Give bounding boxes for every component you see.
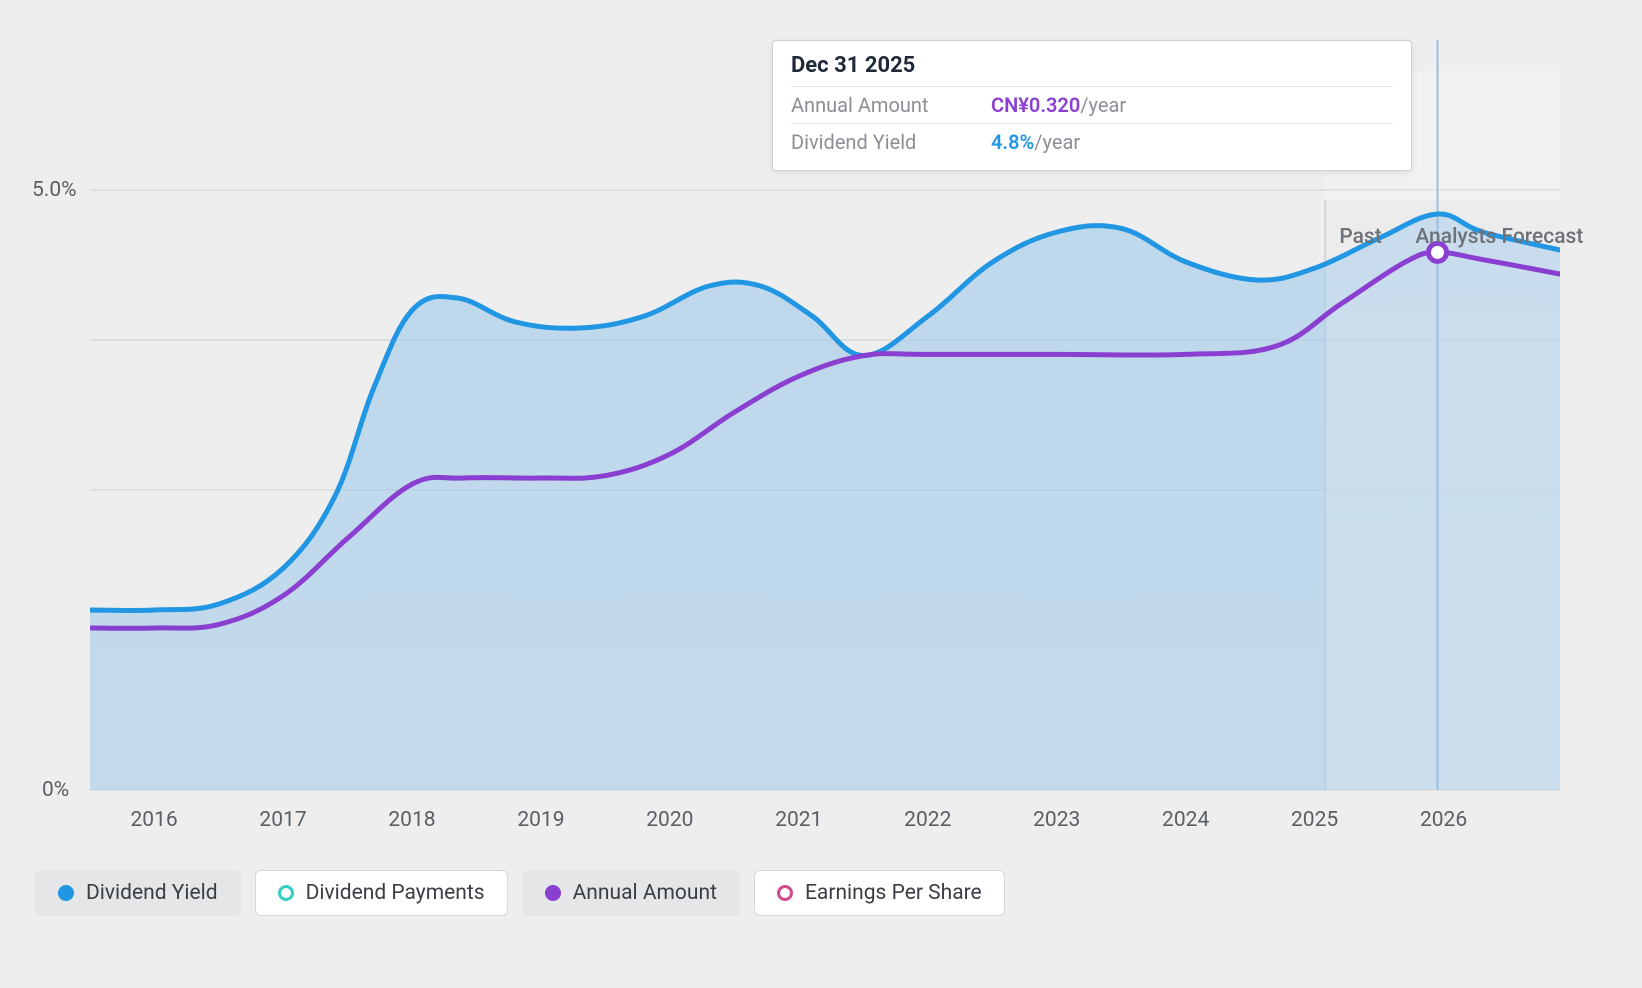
- tooltip-row-dividend-yield: Dividend Yield 4.8%/year: [791, 123, 1393, 160]
- tooltip-label: Annual Amount: [791, 93, 991, 117]
- legend-item-dividend-payments[interactable]: Dividend Payments: [255, 870, 508, 916]
- legend-label: Earnings Per Share: [805, 881, 982, 905]
- chart-tooltip: Dec 31 2025 Annual Amount CN¥0.320/year …: [772, 40, 1412, 171]
- legend-item-eps[interactable]: Earnings Per Share: [754, 870, 1005, 916]
- tooltip-label: Dividend Yield: [791, 130, 991, 154]
- x-axis-tick: 2021: [775, 808, 822, 832]
- legend-swatch: [777, 885, 793, 901]
- legend-swatch: [545, 885, 561, 901]
- x-axis-tick: 2024: [1162, 808, 1209, 832]
- x-axis-tick: 2018: [388, 808, 435, 832]
- legend-label: Annual Amount: [573, 881, 717, 905]
- tooltip-unit: /year: [1034, 130, 1080, 154]
- legend-label: Dividend Yield: [86, 881, 218, 905]
- y-axis-label-max: 5.0%: [32, 178, 77, 202]
- x-axis-tick: 2022: [904, 808, 951, 832]
- x-axis-tick: 2016: [130, 808, 177, 832]
- legend-swatch: [278, 885, 294, 901]
- x-axis-tick: 2017: [259, 808, 306, 832]
- chart-legend: Dividend Yield Dividend Payments Annual Am…: [35, 870, 1005, 916]
- legend-swatch: [58, 885, 74, 901]
- legend-label: Dividend Payments: [306, 881, 485, 905]
- tooltip-unit: /year: [1080, 93, 1126, 117]
- dividend-chart: 0% 5.0% 2016 2017 2018 2019 2020 2021 2022 2023…: [0, 0, 1642, 988]
- tooltip-value: CN¥0.320: [991, 93, 1080, 117]
- tooltip-value: 4.8%: [991, 130, 1034, 154]
- x-axis-tick: 2020: [646, 808, 693, 832]
- forecast-label: Analysts Forecast: [1415, 225, 1583, 249]
- x-axis-tick: 2023: [1033, 808, 1080, 832]
- x-axis-tick: 2019: [517, 808, 564, 832]
- legend-item-annual-amount[interactable]: Annual Amount: [522, 870, 740, 916]
- legend-item-dividend-yield[interactable]: Dividend Yield: [35, 870, 241, 916]
- tooltip-row-annual-amount: Annual Amount CN¥0.320/year: [791, 86, 1393, 123]
- x-axis-tick: 2025: [1291, 808, 1338, 832]
- past-label: Past: [1339, 225, 1381, 249]
- tooltip-date: Dec 31 2025: [791, 53, 1393, 86]
- y-axis-label-min: 0%: [42, 778, 69, 802]
- x-axis-tick: 2026: [1420, 808, 1467, 832]
